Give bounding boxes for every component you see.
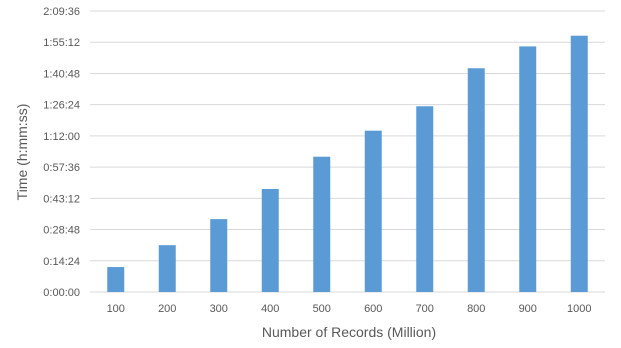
bar-600	[364, 130, 382, 292]
bar-300	[210, 219, 228, 292]
y-tick-label: 1:55:12	[43, 37, 80, 49]
bar-800	[467, 68, 485, 292]
y-tick-label: 1:12:00	[43, 131, 80, 143]
x-tick-label: 900	[519, 303, 537, 315]
y-tick-label: 0:28:48	[43, 225, 80, 237]
x-tick-label: 700	[416, 303, 434, 315]
x-tick-label: 200	[158, 303, 176, 315]
y-axis-title: Time (h:mm:ss)	[14, 104, 30, 201]
x-tick-label: 1000	[567, 303, 591, 315]
bar-700	[416, 106, 434, 293]
x-tick-label: 600	[364, 303, 382, 315]
y-tick-labels: 0:00:00 0:14:24 0:28:48 0:43:12 0:57:36 1:12:…	[43, 6, 80, 299]
bar-1000	[570, 35, 588, 293]
x-tick-label: 500	[313, 303, 331, 315]
bars	[107, 35, 588, 293]
x-tick-label: 800	[467, 303, 485, 315]
bar-400	[261, 188, 279, 292]
y-tick-label: 2:09:36	[43, 6, 80, 18]
x-axis-title: Number of Records (Million)	[262, 324, 436, 340]
y-tick-label: 0:43:12	[43, 193, 80, 205]
bar-100	[107, 267, 125, 292]
y-tick-label: 1:26:24	[43, 100, 80, 112]
x-tick-label: 100	[107, 303, 125, 315]
x-tick-label: 400	[261, 303, 279, 315]
gridlines	[90, 10, 605, 293]
x-tick-label: 300	[210, 303, 228, 315]
y-tick-label: 1:40:48	[43, 68, 80, 80]
y-tick-label: 0:00:00	[43, 287, 80, 299]
bar-900	[519, 46, 537, 292]
bar-200	[158, 245, 176, 292]
bar-500	[313, 156, 331, 292]
y-tick-label: 0:57:36	[43, 162, 80, 174]
y-tick-label: 0:14:24	[43, 256, 80, 268]
x-tick-labels: 100 200 300 400 500 600 700 800 900 1000	[107, 303, 592, 315]
